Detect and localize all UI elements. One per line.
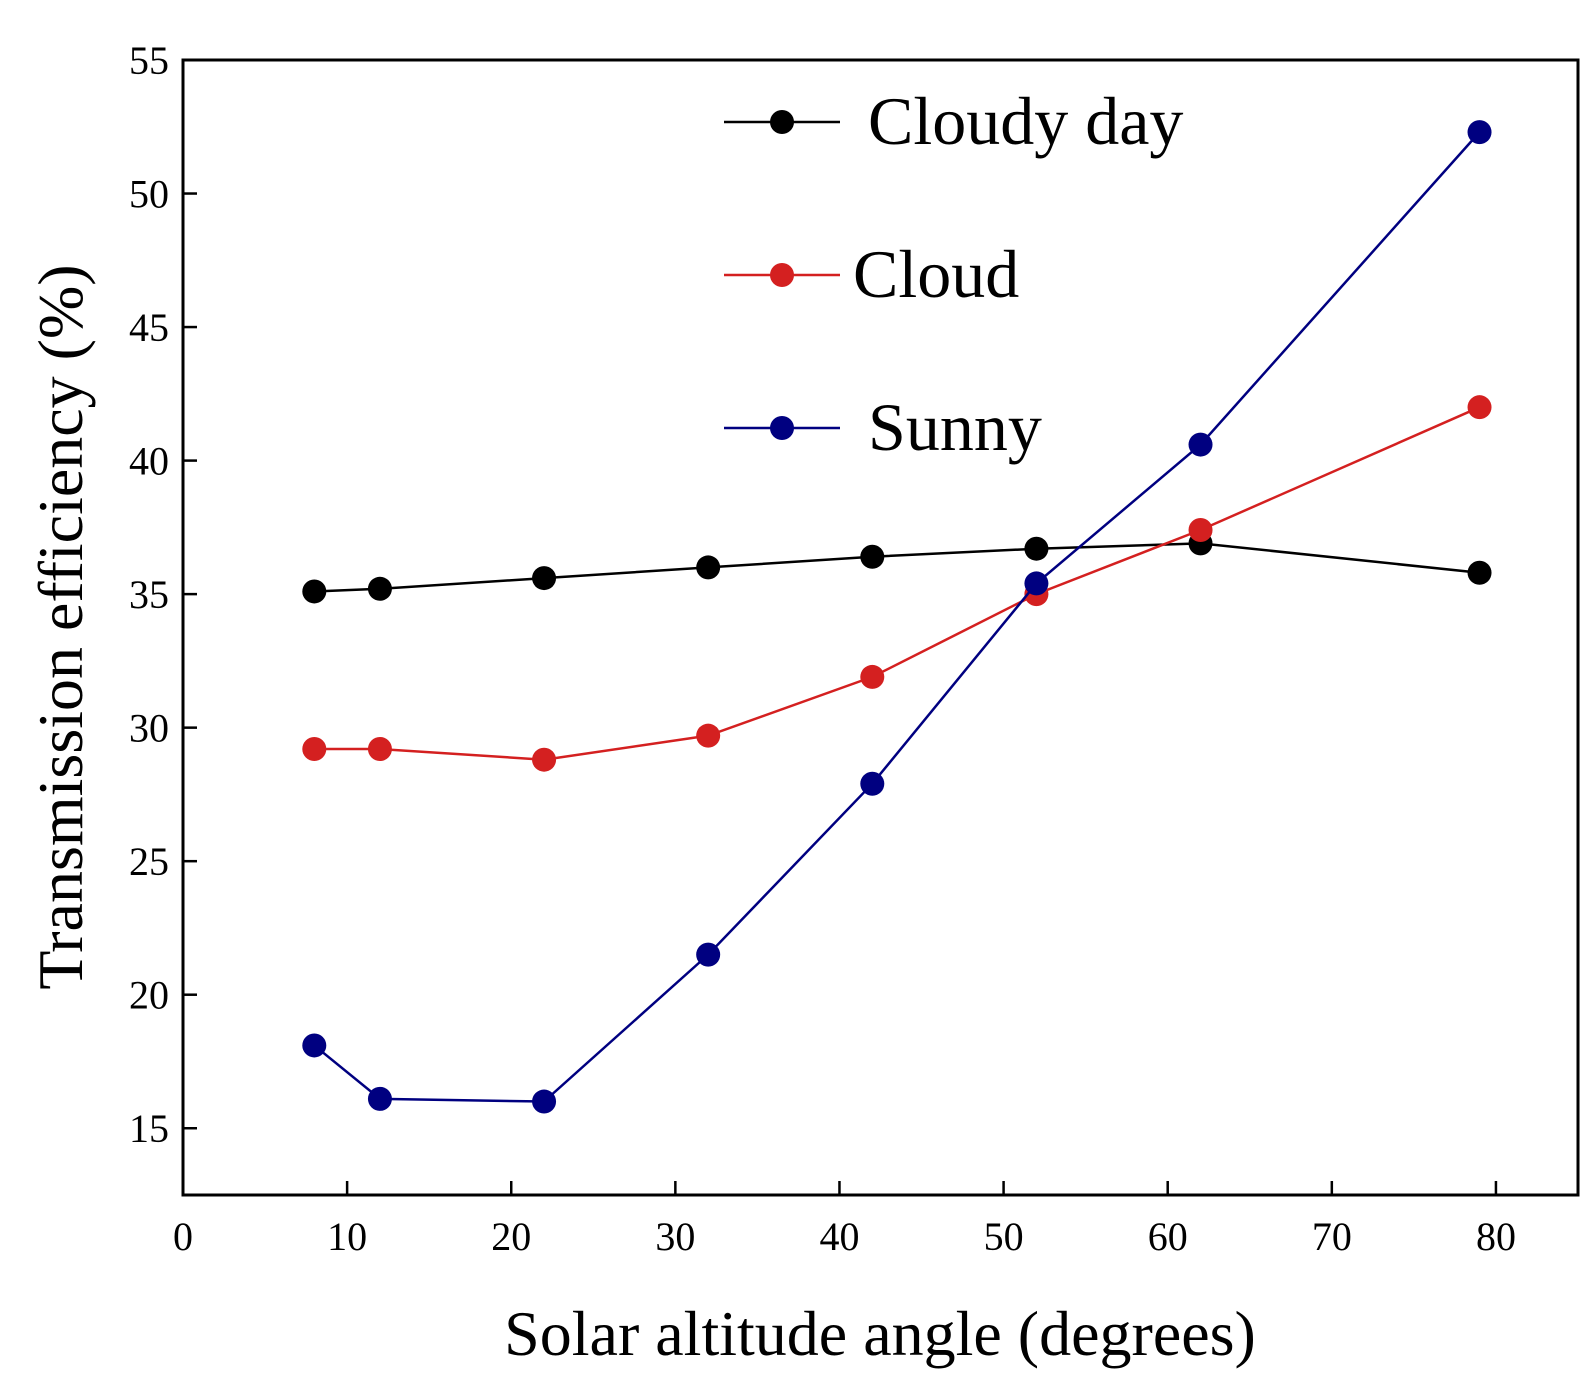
data-point-sunny [1467,120,1492,145]
y-tick-label: 20 [129,973,169,1018]
data-point-sunny [532,1089,557,1114]
x-tick-label: 80 [1476,1214,1516,1259]
y-axis-title: Transmission efficiency (%) [25,264,96,989]
series-line-cloudy-day [314,542,1480,593]
x-tick-label: 50 [984,1214,1024,1259]
plot-frame [181,58,1580,1197]
data-point-sunny [696,942,721,967]
x-axis-ticks: 0 10 20 30 40 50 60 70 80 [173,1181,1516,1259]
legend-label-cloudy-day: Cloudy day [868,83,1183,159]
x-axis-title: Solar altitude angle (degrees) [504,1298,1256,1369]
x-tick-label: 30 [655,1214,695,1259]
x-tick-label: 70 [1312,1214,1352,1259]
legend-label-cloud: Cloud [853,236,1019,312]
legend-marker-cloud [770,263,794,287]
y-tick-label: 30 [129,706,169,751]
data-point-cloud [367,737,392,762]
data-point-sunny [1024,571,1049,596]
data-point-sunny [860,771,885,796]
series-layer [302,120,1492,1114]
y-tick-label: 25 [129,839,169,884]
x-tick-label: 40 [819,1214,859,1259]
x-tick-label: 10 [327,1214,367,1259]
data-point-sunny [1188,432,1213,457]
series-line-sunny [313,131,1481,1103]
data-point-cloud [860,664,885,689]
data-point-cloudy-day [696,555,721,580]
y-tick-label: 45 [129,305,169,350]
data-point-sunny [367,1086,392,1111]
x-tick-label: 60 [1148,1214,1188,1259]
data-point-cloudy-day [302,579,327,604]
y-tick-label: 50 [129,172,169,217]
y-tick-label: 40 [129,439,169,484]
y-axis-ticks: 15 20 25 30 35 40 45 50 55 [129,38,197,1151]
x-tick-label: 20 [491,1214,531,1259]
data-point-cloudy-day [367,576,392,601]
data-point-cloudy-day [860,544,885,569]
legend-label-sunny: Sunny [868,389,1042,465]
data-point-cloud [302,737,327,762]
data-point-cloud [532,747,557,772]
data-point-cloud [696,723,721,748]
x-tick-label: 0 [173,1214,193,1259]
data-point-cloud [1188,518,1213,543]
data-point-sunny [302,1033,327,1058]
legend: Cloudy day Cloud Sunny [724,83,1183,465]
series-line-cloud [314,406,1481,761]
y-tick-label: 35 [129,572,169,617]
data-point-cloudy-day [1024,536,1049,561]
data-point-cloud [1467,395,1492,420]
data-point-cloudy-day [532,566,557,591]
y-tick-label: 15 [129,1106,169,1151]
y-tick-label: 55 [129,38,169,83]
legend-marker-sunny [770,416,794,440]
data-point-cloudy-day [1467,560,1492,585]
legend-marker-cloudy-day [770,110,794,134]
